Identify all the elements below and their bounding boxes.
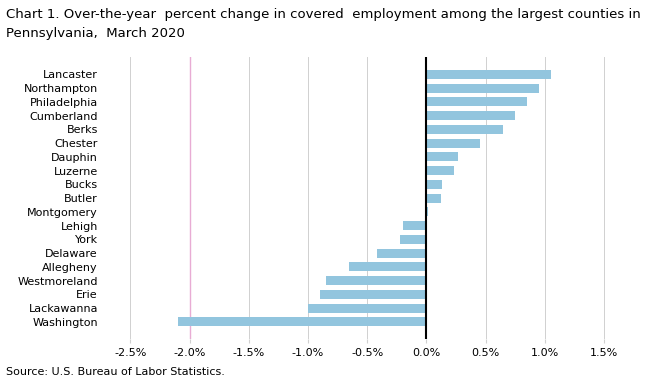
Bar	[426, 98, 527, 106]
Bar	[426, 194, 441, 203]
Bar	[426, 166, 454, 175]
Bar	[308, 304, 426, 312]
Bar	[426, 180, 442, 189]
Bar	[400, 235, 426, 244]
Text: Pennsylvania,  March 2020: Pennsylvania, March 2020	[6, 27, 185, 40]
Bar	[426, 84, 539, 93]
Bar	[426, 125, 504, 134]
Bar	[426, 152, 458, 162]
Bar	[403, 221, 426, 230]
Bar	[426, 111, 515, 120]
Bar	[426, 207, 428, 216]
Text: Chart 1. Over-the-year  percent change in covered  employment among the largest : Chart 1. Over-the-year percent change in…	[6, 8, 642, 21]
Bar	[377, 249, 426, 258]
Bar	[320, 290, 426, 299]
Bar	[350, 263, 426, 271]
Bar	[177, 317, 426, 326]
Bar	[426, 70, 551, 79]
Bar	[426, 139, 480, 147]
Text: Source: U.S. Bureau of Labor Statistics.: Source: U.S. Bureau of Labor Statistics.	[6, 367, 226, 377]
Bar	[326, 276, 426, 285]
